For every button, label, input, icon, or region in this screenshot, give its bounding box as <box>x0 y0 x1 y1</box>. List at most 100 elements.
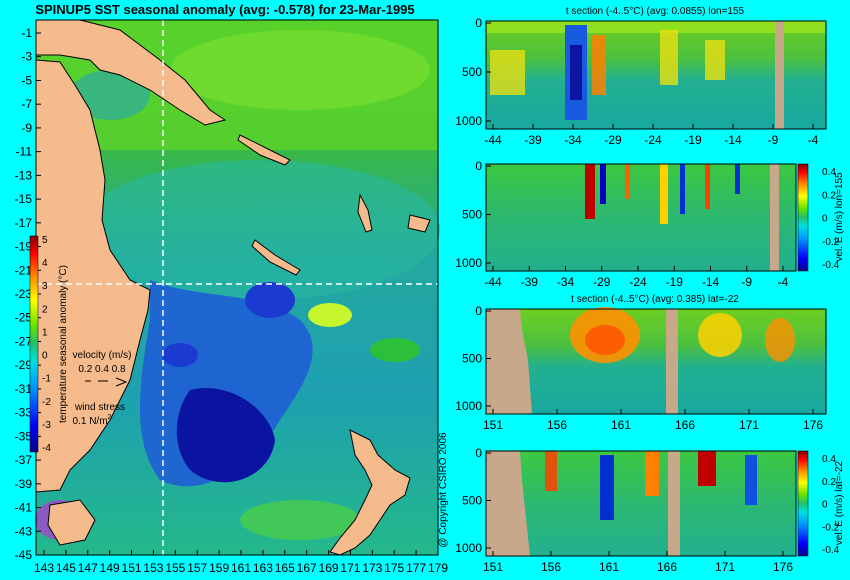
p2-x-tick-label: -4 <box>778 275 789 289</box>
panel2-westward-2 <box>680 164 685 214</box>
p4-y-tick-label: 0 <box>475 446 482 460</box>
p4-y-tick-label: 1000 <box>455 541 482 555</box>
p3-y-tick-label: 0 <box>475 304 482 318</box>
panel3-warm-3 <box>765 318 795 362</box>
p4-cbar-tick-label: -0.4 <box>822 545 840 556</box>
map-x-tick-label: 171 <box>340 561 360 575</box>
panel2-westward-3 <box>735 164 740 194</box>
p4-cbar-tick-label: 0 <box>822 500 828 511</box>
map-colorbar-tick-label: -1 <box>42 374 51 385</box>
map-y-tick-label: -31 <box>15 382 33 396</box>
panel4-eastward-3 <box>698 451 716 486</box>
map-colorbar-tick-label: 4 <box>42 258 48 269</box>
p1-x-tick-label: -4 <box>808 133 819 147</box>
south-warm-patch <box>240 500 360 540</box>
panel2-field <box>486 164 796 271</box>
panel1-land-gap <box>775 21 784 129</box>
p4-x-tick-label: 166 <box>657 560 677 574</box>
main-title: SPINUP5 SST seasonal anomaly (avg: -0.57… <box>35 2 414 17</box>
map-y-tick-label: -29 <box>15 358 33 372</box>
vanuatu-land <box>357 193 373 233</box>
map-colorbar-ticks: 5 4 3 2 1 0 -1 -2 -3 -4 <box>42 235 51 454</box>
map-y-tick-label: -21 <box>15 263 33 277</box>
cold-eddy-1 <box>245 282 295 318</box>
map-y-tick-label: -23 <box>15 287 33 301</box>
panel4-westward-2 <box>745 455 757 505</box>
p2-x-tick-label: -29 <box>593 275 611 289</box>
map-y-tick-label: -45 <box>15 548 33 562</box>
wind-legend-label: wind stress <box>74 402 125 413</box>
p2-x-tick-label: -39 <box>521 275 539 289</box>
panel1-warm-3 <box>660 30 678 85</box>
p3-x-tick-label: 171 <box>739 418 759 432</box>
p4-x-tick-label: 171 <box>715 560 735 574</box>
map-y-tick-label: -25 <box>15 311 33 325</box>
panel4-eastward-2 <box>645 451 659 496</box>
map-x-tick-label: 145 <box>56 561 76 575</box>
map-x-tick-label: 169 <box>319 561 339 575</box>
panel-vel-lon: -44 -39 -34 -29 -24 -19 -14 -9 -4 0 500 1000 0.4 0.2 0… <box>455 159 845 289</box>
p4-x-tick-label: 176 <box>773 560 793 574</box>
p2-cbar-tick-label: 0.2 <box>822 190 836 201</box>
cold-eddy-2 <box>162 343 198 367</box>
panel1-cold-core <box>570 45 582 100</box>
map-x-tick-label: 155 <box>165 561 185 575</box>
map-warm-patch <box>170 30 430 110</box>
p4-y-tick-label: 500 <box>462 494 482 508</box>
panel4-ticks: 151 156 161 166 171 176 0 500 1000 0.4 0.2 0 -0.2 -0.… <box>455 446 839 574</box>
p3-y-tick-label: 1000 <box>455 399 482 413</box>
solomon-islands-land <box>237 134 291 166</box>
map-y-tick-label: -41 <box>15 501 33 515</box>
map-x-tick-label: 163 <box>253 561 273 575</box>
p1-x-tick-label: -19 <box>684 133 702 147</box>
p1-x-tick-label: -39 <box>524 133 542 147</box>
p1-x-tick-label: -29 <box>604 133 622 147</box>
panel2-westward-1 <box>600 164 606 204</box>
map-x-tick-label: 167 <box>297 561 317 575</box>
panel2-frame <box>485 163 797 272</box>
panel-t-section-lon: t section (-4..5°C) (avg: 0.0855) lon=15… <box>455 6 827 147</box>
panel4-land-west <box>486 451 530 556</box>
panel-vel-lat: 151 156 161 166 171 176 0 500 1000 0.4 0.2 0 -0.2 -0.… <box>455 446 845 574</box>
panel1-warm-4 <box>705 40 725 80</box>
panel1-field <box>486 21 826 129</box>
new-caledonia-land <box>251 239 301 276</box>
panel3-ticks: 151 156 161 166 171 176 0 500 1000 <box>455 304 823 432</box>
panel4-land-gap <box>668 451 680 556</box>
panel2-ticks: -44 -39 -34 -29 -24 -19 -14 -9 -4 0 500 1000 0.4 0.2 0… <box>455 159 839 289</box>
p4-cbar-tick-label: -0.2 <box>822 522 840 533</box>
map-colorbar-bar <box>29 235 39 453</box>
panel2-eastward-3 <box>660 164 668 224</box>
p2-y-tick-label: 1000 <box>455 256 482 270</box>
warm-eddy-2 <box>370 338 420 362</box>
panel4-frame <box>485 450 797 557</box>
p1-y-tick-label: 0 <box>475 16 482 30</box>
panel2-colorbar <box>797 163 809 272</box>
map-y-tick-label: -3 <box>21 50 32 64</box>
p1-y-tick-label: 500 <box>462 65 482 79</box>
gulf-cool-patch <box>70 70 150 120</box>
map-eddy-field <box>80 160 440 300</box>
p2-cbar-tick-label: 0.4 <box>822 167 836 178</box>
p1-x-tick-label: -34 <box>564 133 582 147</box>
new-guinea-land <box>35 19 227 126</box>
map-y-tick-label: -39 <box>15 477 33 491</box>
p2-y-tick-label: 500 <box>462 208 482 222</box>
map-y-tick-label: -13 <box>15 168 33 182</box>
map-y-tick-label: -9 <box>21 121 32 135</box>
panel2-colorbar-label: vel. E (m/s) lon=155 <box>834 172 845 262</box>
velocity-legend-values: 0.2 0.4 0.8 <box>78 364 126 375</box>
map-y-tick-label: -11 <box>16 145 33 159</box>
map-x-tick-label: 165 <box>275 561 295 575</box>
panel3-land-gap <box>666 309 678 414</box>
p4-x-tick-label: 161 <box>599 560 619 574</box>
p1-y-tick-label: 1000 <box>455 114 482 128</box>
p2-cbar-tick-label: 0 <box>822 214 828 225</box>
tasmania-land <box>47 499 96 546</box>
map-y-ticks: -1 -3 -5 -7 -9 -11 -13 -15 -17 -19 -21 -23 -25 -27 -29… <box>15 26 41 562</box>
p2-cbar-tick-label: -0.2 <box>822 237 840 248</box>
p1-x-tick-label: -14 <box>724 133 742 147</box>
map-x-tick-label: 143 <box>34 561 54 575</box>
panel-t-section-lat: t section (-4..5°C) (avg: 0.385) lat=-22… <box>455 294 827 432</box>
map-y-tick-label: -17 <box>15 216 33 230</box>
